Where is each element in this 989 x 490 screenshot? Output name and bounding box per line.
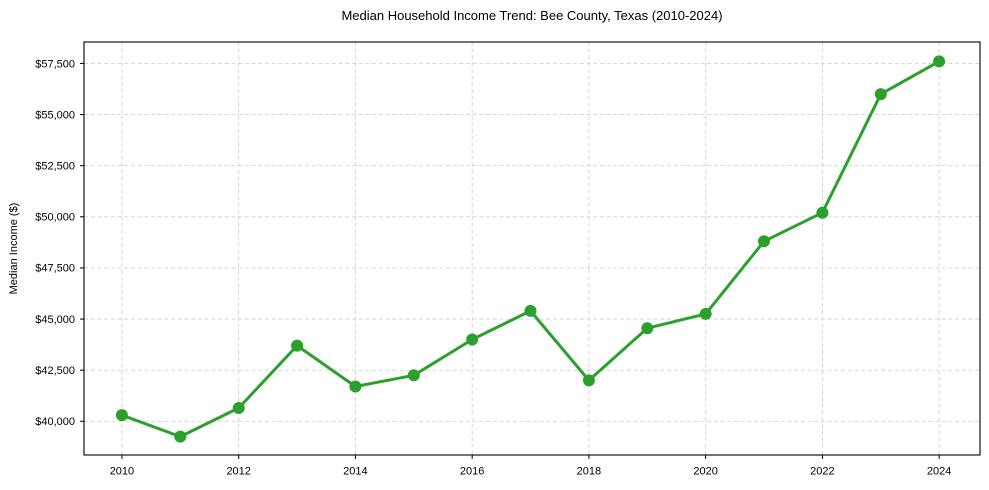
data-point-2021 (758, 235, 770, 248)
y-tick-label: $57,500 (35, 58, 75, 70)
x-tick-label: 2020 (693, 466, 717, 478)
data-point-2022 (816, 206, 829, 219)
x-tick-label: 2010 (110, 466, 134, 478)
y-tick-label: $40,000 (35, 416, 75, 428)
x-tick-label: 2022 (810, 466, 834, 478)
chart-title: Median Household Income Trend: Bee Count… (341, 8, 723, 23)
y-axis-title: Median Income ($) (8, 203, 20, 295)
y-tick-label: $52,500 (35, 160, 75, 172)
x-tick-label: 2014 (343, 466, 367, 478)
data-point-2023 (874, 88, 887, 101)
data-point-2014 (349, 380, 362, 393)
data-point-2019 (641, 322, 654, 335)
data-point-2010 (115, 409, 128, 422)
data-point-2016 (466, 333, 479, 346)
x-tick-label: 2016 (460, 466, 484, 478)
data-point-2017 (524, 304, 537, 317)
y-tick-label: $55,000 (35, 109, 75, 121)
data-point-2015 (407, 369, 420, 382)
data-point-2020 (699, 307, 712, 320)
data-point-2013 (291, 339, 304, 352)
y-tick-label: $42,500 (35, 365, 75, 377)
y-tick-label: $50,000 (35, 212, 75, 224)
income-trend-line (120, 59, 941, 439)
y-tick-label: $47,500 (35, 263, 75, 275)
plot-border (83, 41, 981, 456)
x-tick-label: 2024 (927, 466, 951, 478)
x-tick-label: 2012 (226, 466, 250, 478)
x-tick-label: 2018 (577, 466, 601, 478)
data-point-2012 (232, 402, 245, 414)
y-tick-label: $45,000 (35, 314, 75, 326)
data-point-2024 (933, 55, 946, 68)
data-point-2018 (582, 374, 595, 387)
data-point-2011 (174, 430, 187, 443)
